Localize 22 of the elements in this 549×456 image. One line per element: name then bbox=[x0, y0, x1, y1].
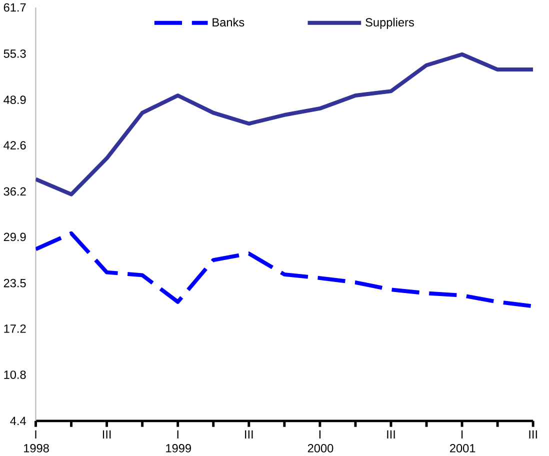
x-tick-label: III bbox=[245, 430, 253, 439]
line-series bbox=[36, 231, 534, 308]
x-tick-label: III bbox=[102, 430, 111, 439]
y-tick-label: 29.9 bbox=[4, 232, 26, 242]
x-tick-label: I 2001 bbox=[450, 430, 476, 453]
y-tick-label: 4.4 bbox=[10, 417, 26, 426]
y-tick-label: 42.6 bbox=[4, 141, 26, 150]
x-tick-label: III bbox=[387, 430, 395, 439]
y-tick-label: 55.3 bbox=[4, 50, 26, 58]
y-tick-label: 48.9 bbox=[4, 96, 26, 104]
x-tick-label: I 1998 bbox=[24, 430, 49, 453]
line-series bbox=[36, 52, 534, 196]
y-tick-label: 61.7 bbox=[4, 3, 26, 12]
x-tick-label: I 1999 bbox=[166, 430, 191, 453]
y-tick-label: 23.5 bbox=[4, 279, 26, 288]
x-tick-label: I 2000 bbox=[308, 430, 334, 453]
legend-label: Suppliers bbox=[366, 18, 414, 30]
y-tick-label: 36.2 bbox=[4, 187, 26, 196]
legend-label: Banks bbox=[212, 18, 244, 27]
y-tick-label: 17.2 bbox=[4, 324, 26, 333]
x-tick-label: III bbox=[529, 430, 537, 439]
y-tick-label: 10.8 bbox=[4, 370, 26, 380]
